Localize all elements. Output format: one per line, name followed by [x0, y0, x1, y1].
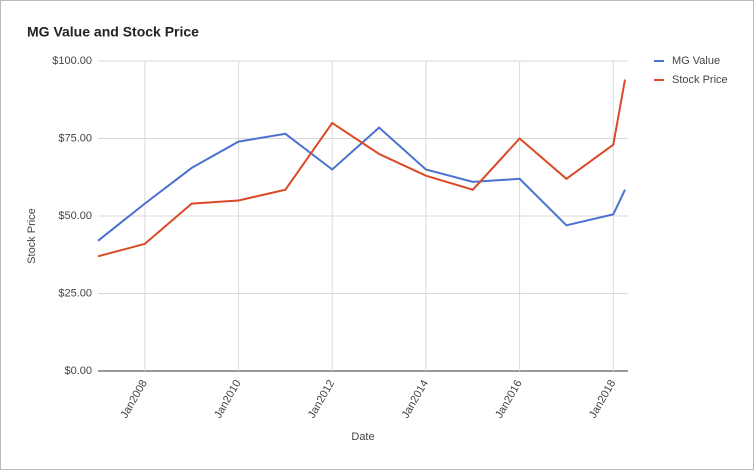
- y-tick-label: $75.00: [58, 132, 92, 144]
- y-tick-label: $0.00: [64, 365, 92, 377]
- series-line: [97, 126, 626, 242]
- y-tick-label: $50.00: [58, 210, 92, 222]
- y-tick-label: $100.00: [52, 55, 92, 67]
- series-line: [97, 79, 626, 258]
- x-axis-title: Date: [351, 431, 374, 443]
- legend-label: Stock Price: [672, 74, 728, 86]
- chart-title: MG Value and Stock Price: [27, 24, 199, 40]
- y-axis-title: Stock Price: [26, 208, 38, 264]
- legend-label: MG Value: [672, 55, 720, 67]
- y-tick-label: $25.00: [58, 287, 92, 299]
